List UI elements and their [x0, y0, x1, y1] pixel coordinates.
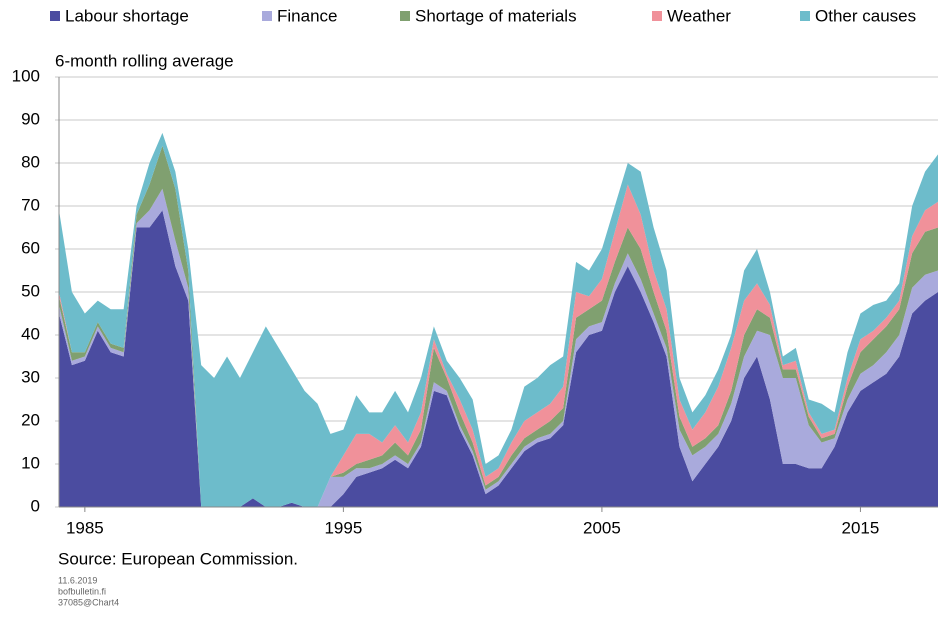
y-tick-label: 10 — [21, 453, 40, 472]
note: 37085@Chart4 — [58, 597, 119, 607]
area — [59, 210, 938, 508]
area — [59, 188, 938, 508]
source: Source: European Commission. — [58, 549, 298, 568]
area — [59, 145, 938, 508]
legend-swatch — [800, 11, 810, 21]
legend-swatch — [400, 11, 410, 21]
legend-label: Weather — [667, 6, 731, 25]
y-tick-label: 80 — [21, 152, 40, 171]
y-tick-label: 0 — [31, 496, 40, 515]
x-tick-label: 1985 — [66, 518, 104, 537]
legend-label: Other causes — [815, 6, 916, 25]
x-tick-label: 2015 — [842, 518, 880, 537]
y-tick-label: 60 — [21, 238, 40, 257]
area — [59, 132, 938, 507]
legend-swatch — [262, 11, 272, 21]
x-tick-label: 2005 — [583, 518, 621, 537]
y-tick-label: 30 — [21, 367, 40, 386]
y-tick-label: 90 — [21, 109, 40, 128]
y-tick-label: 20 — [21, 410, 40, 429]
note: 11.6.2019 — [58, 575, 97, 585]
x-tick-label: 1995 — [324, 518, 362, 537]
legend-swatch — [652, 11, 662, 21]
subtitle: 6-month rolling average — [55, 51, 234, 70]
legend-label: Shortage of materials — [415, 6, 577, 25]
note: bofbulletin.fi — [58, 586, 106, 596]
y-tick-label: 50 — [21, 281, 40, 300]
y-tick-label: 100 — [12, 66, 40, 85]
legend-swatch — [50, 11, 60, 21]
y-tick-label: 40 — [21, 324, 40, 343]
y-tick-label: 70 — [21, 195, 40, 214]
area — [59, 145, 938, 508]
legend-label: Labour shortage — [65, 6, 189, 25]
legend-label: Finance — [277, 6, 337, 25]
